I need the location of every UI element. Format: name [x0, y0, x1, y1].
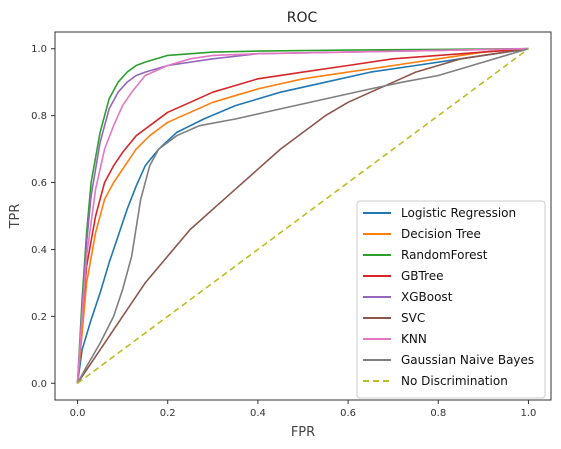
- x-axis: 0.0 0.2 0.4 0.6 0.8 1.0: [70, 400, 537, 419]
- series-line-7: [76, 47, 529, 384]
- y-tick-label: 0.2: [31, 312, 47, 323]
- y-tick-label: 0.6: [31, 178, 47, 189]
- series-line-8: [77, 48, 529, 384]
- series-line-3: [76, 47, 529, 384]
- legend: Logistic Regression Decision Tree RandomFo…: [356, 200, 546, 399]
- plot-area: [76, 47, 529, 384]
- x-tick-label: 1.0: [521, 408, 537, 419]
- y-axis: 0.0 0.2 0.4 0.6 0.8 1.0: [31, 44, 55, 390]
- x-tick-label: 0.2: [160, 408, 176, 419]
- legend-box: [356, 200, 546, 399]
- x-tick-label: 0.0: [70, 408, 86, 419]
- legend-label: RandomForest: [401, 248, 488, 262]
- x-axis-label: FPR: [291, 425, 315, 440]
- legend-label: XGBoost: [401, 290, 453, 304]
- y-tick-label: 0.8: [31, 111, 47, 122]
- x-tick-label: 0.6: [340, 408, 356, 419]
- chart-title: ROC: [287, 10, 318, 26]
- y-tick-label: 0.4: [31, 245, 47, 256]
- legend-label: SVC: [401, 311, 425, 325]
- series-line-2: [76, 47, 529, 384]
- series-line-1: [76, 47, 529, 384]
- legend-label: Decision Tree: [401, 227, 481, 241]
- legend-label: Logistic Regression: [401, 206, 516, 220]
- y-tick-label: 0.0: [31, 379, 47, 390]
- legend-label: GBTree: [401, 269, 444, 283]
- legend-label: KNN: [401, 332, 427, 346]
- series-line-5: [76, 47, 529, 384]
- legend-label: Gaussian Naive Bayes: [401, 353, 534, 367]
- x-tick-label: 0.4: [250, 408, 266, 419]
- plot-frame: [54, 31, 552, 401]
- y-tick-label: 1.0: [31, 44, 47, 55]
- x-tick-label: 0.8: [430, 408, 446, 419]
- series-line-0: [76, 47, 529, 384]
- y-axis-label: TPR: [8, 204, 23, 230]
- series-line-6: [76, 47, 529, 384]
- legend-label: No Discrimination: [401, 374, 508, 388]
